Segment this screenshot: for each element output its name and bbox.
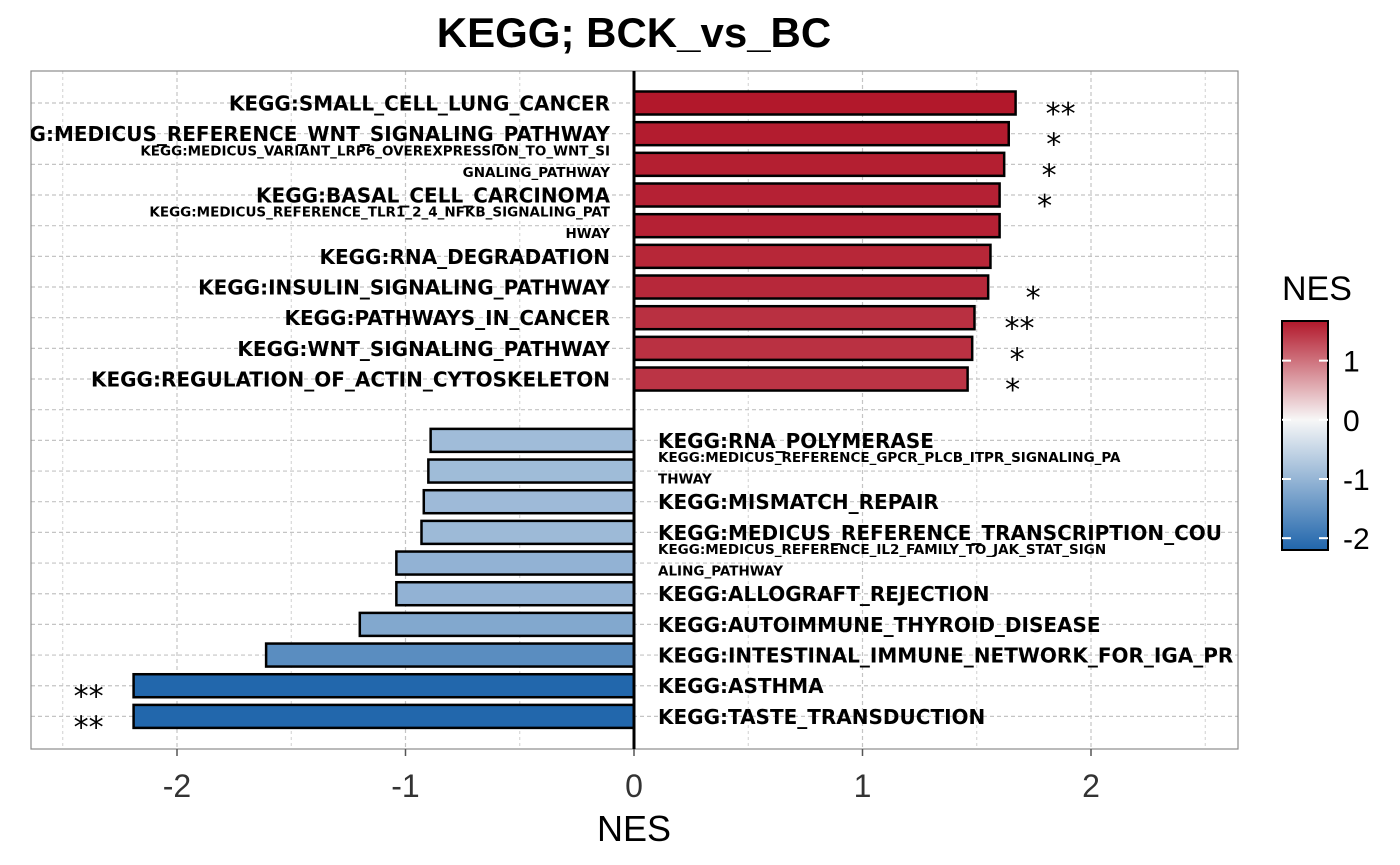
x-tick-label: 1 <box>854 768 872 804</box>
x-tick-label: 0 <box>625 768 643 804</box>
x-tick-label: -2 <box>163 768 191 804</box>
pathway-label: KEGG:RNA_POLYMERASE <box>658 429 934 453</box>
pathway-label: KEGG:AUTOIMMUNE_THYROID_DISEASE <box>658 613 1101 637</box>
bar <box>632 243 992 270</box>
legend-colorbar <box>1281 320 1329 551</box>
pathway-label: KEGG:BASAL_CELL_CARCINOMA <box>256 184 610 208</box>
significance-marker: * <box>1046 128 1061 163</box>
pathway-label: KEGG:SMALL_CELL_LUNG_CANCER <box>229 92 610 116</box>
significance-marker: * <box>1042 158 1057 193</box>
significance-marker: ** <box>1004 312 1034 347</box>
pathway-label: KEGG:MEDICUS_VARIANT_LRP6_OVEREXPRESSION… <box>140 143 610 159</box>
bar <box>632 366 969 392</box>
pathway-label: ALING_PATHWAY <box>658 564 783 580</box>
pathway-label: KEGG:WNT_SIGNALING_PATHWAY <box>237 337 610 361</box>
bar <box>422 488 636 515</box>
pathway-label: KEGG:MEDICUS_REFERENCE_TLR1_2_4_NFKB_SIG… <box>149 205 610 221</box>
bar <box>632 274 990 300</box>
significance-marker: ** <box>1046 97 1076 132</box>
bar <box>429 427 636 454</box>
x-tick-label: 2 <box>1082 768 1100 804</box>
legend-ticks: 1 0 -1 -2 <box>1282 346 1370 556</box>
bar <box>632 90 1017 116</box>
legend-tick-label: 1 <box>1343 346 1360 379</box>
bar <box>264 642 636 668</box>
pathway-label: KEGG:MEDICUS_REFERENCE_WNT_SIGNALING_PAT… <box>0 122 611 146</box>
legend-tick-label: -1 <box>1343 464 1370 497</box>
legend-tick-label: -2 <box>1343 523 1370 556</box>
bar-series <box>132 90 1017 730</box>
chart-title: KEGG; BCK_vs_BC <box>437 9 831 56</box>
significance-marker: ** <box>74 680 104 715</box>
bar <box>395 550 636 576</box>
pathway-label: HWAY <box>565 226 610 242</box>
pathway-label: KEGG:MISMATCH_REPAIR <box>658 490 939 514</box>
pathway-label: KEGG:INSULIN_SIGNALING_PATHWAY <box>198 276 610 300</box>
pathway-label: KEGG:MEDICUS_REFERENCE_IL2_FAMILY_TO_JAK… <box>658 542 1106 558</box>
bar <box>427 458 636 484</box>
bar <box>632 182 1001 208</box>
color-legend: NES 1 0 -1 -2 <box>1281 270 1370 556</box>
bar <box>632 212 1001 239</box>
pathway-labels: KEGG:SMALL_CELL_LUNG_CANCER KEGG:MEDICUS_… <box>0 92 1233 729</box>
bar <box>132 672 636 699</box>
pathway-label: KEGG:PATHWAYS_IN_CANCER <box>284 306 610 330</box>
bar <box>358 611 636 638</box>
legend-title: NES <box>1282 270 1352 308</box>
bar <box>420 519 636 546</box>
significance-marker: * <box>1026 281 1041 316</box>
x-tick-label: -1 <box>391 768 419 804</box>
pathway-label: KEGG:ALLOGRAFT_REJECTION <box>658 582 990 606</box>
pathway-label: KEGG:ASTHMA <box>658 674 824 698</box>
significance-markers: ************** <box>74 97 1076 745</box>
pathway-label: KEGG:RNA_DEGRADATION <box>319 245 610 269</box>
significance-marker: * <box>1010 342 1025 377</box>
pathway-label: KEGG:INTESTINAL_IMMUNE_NETWORK_FOR_IGA_P… <box>658 644 1233 668</box>
pathway-label: THWAY <box>658 472 712 488</box>
pathway-label: GNALING_PATHWAY <box>463 165 611 181</box>
significance-marker: ** <box>74 710 104 745</box>
significance-marker: * <box>1037 189 1052 224</box>
significance-marker: * <box>1005 373 1020 408</box>
legend-tick-label: 0 <box>1343 405 1360 438</box>
bar <box>395 580 636 607</box>
bar <box>132 703 636 730</box>
pathway-label: KEGG:REGULATION_OF_ACTIN_CYTOSKELETON <box>91 368 610 392</box>
bar <box>632 151 1006 178</box>
bar <box>632 304 976 331</box>
pathway-label: KEGG:MEDICUS_REFERENCE_TRANSCRIPTION_COU <box>658 521 1222 545</box>
x-axis-ticks: -2 -1 0 1 2 <box>163 749 1100 804</box>
bar <box>632 120 1010 147</box>
bar <box>632 335 974 362</box>
pathway-label: KEGG:TASTE_TRANSDUCTION <box>658 705 985 729</box>
pathway-label: KEGG:MEDICUS_REFERENCE_GPCR_PLCB_ITPR_SI… <box>658 450 1121 466</box>
x-axis-title: NES <box>597 808 671 849</box>
